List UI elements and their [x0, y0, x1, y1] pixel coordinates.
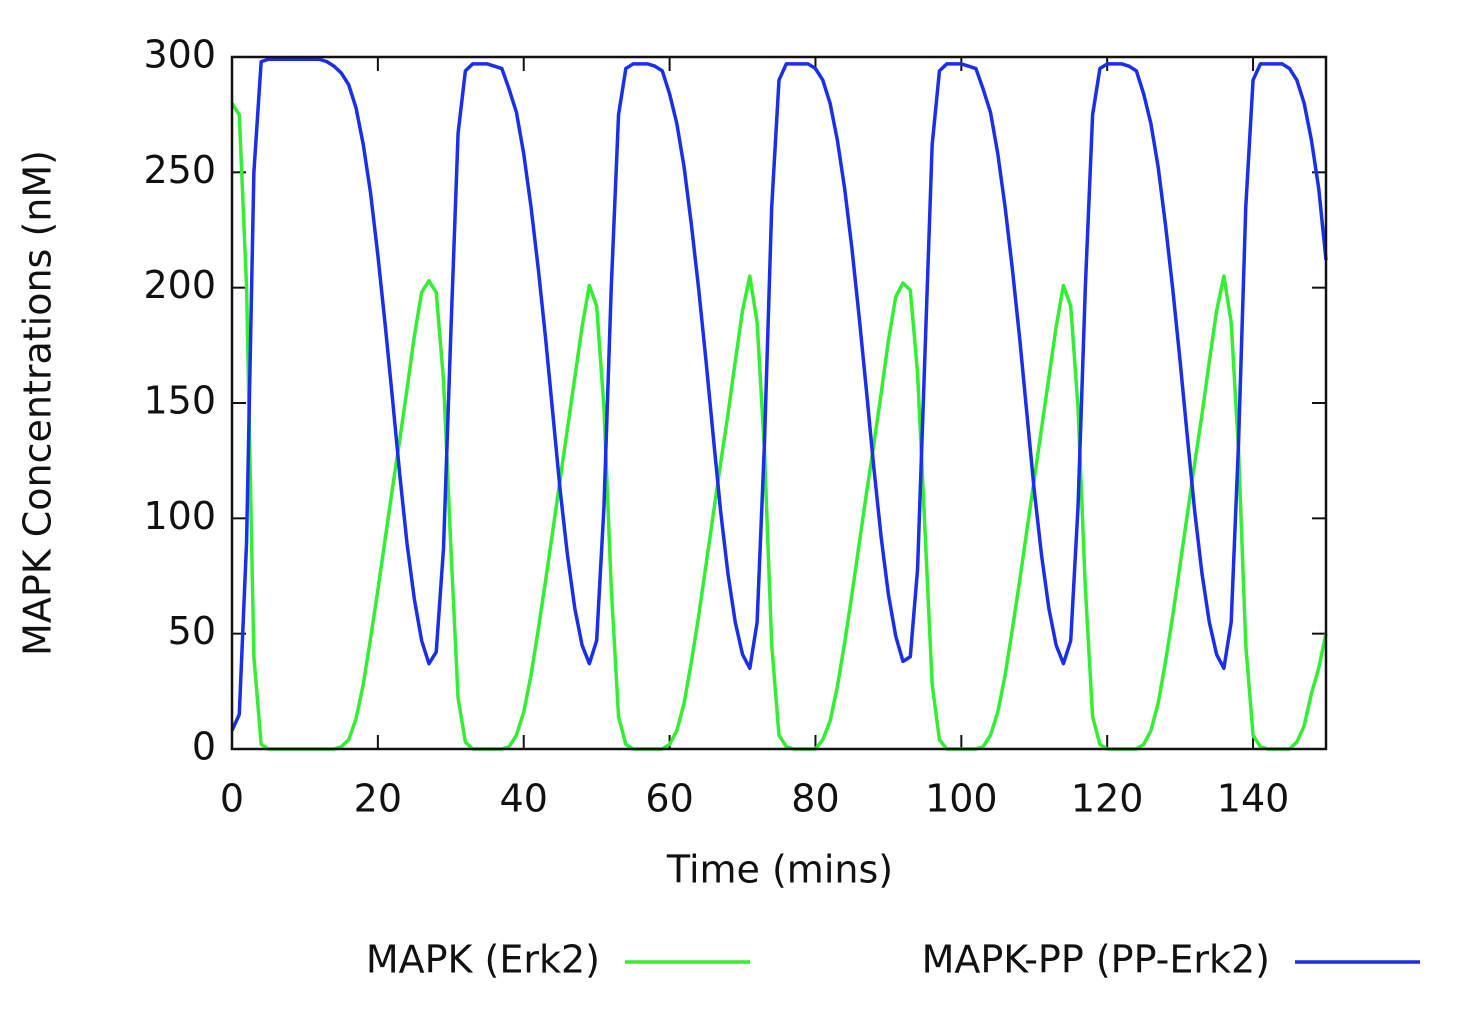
legend-label: MAPK (Erk2) — [366, 938, 600, 982]
x-tick-label: 120 — [1071, 777, 1144, 821]
y-tick-label: 250 — [143, 148, 216, 192]
x-axis-label: Time (mins) — [666, 848, 893, 892]
y-tick-label: 150 — [143, 379, 216, 423]
series-line — [230, 102, 1328, 751]
x-tick-label: 0 — [220, 777, 244, 821]
y-tick-label: 200 — [143, 263, 216, 307]
legend-label: MAPK-PP (PP-Erk2) — [922, 938, 1270, 982]
x-tick-label: 140 — [1217, 777, 1290, 821]
y-tick-label: 100 — [143, 494, 216, 538]
y-axis-label: MAPK Concentrations (nM) — [16, 150, 60, 656]
y-tick-label: 50 — [168, 609, 216, 653]
x-tick-label: 80 — [791, 777, 839, 821]
x-tick-label: 100 — [925, 777, 998, 821]
y-tick-label: 0 — [192, 725, 216, 769]
y-tick-label: 300 — [143, 33, 216, 77]
series-line — [230, 57, 1328, 732]
x-tick-label: 40 — [500, 777, 548, 821]
x-tick-label: 20 — [354, 777, 402, 821]
x-tick-label: 60 — [645, 777, 693, 821]
plot-frame — [230, 55, 1328, 751]
